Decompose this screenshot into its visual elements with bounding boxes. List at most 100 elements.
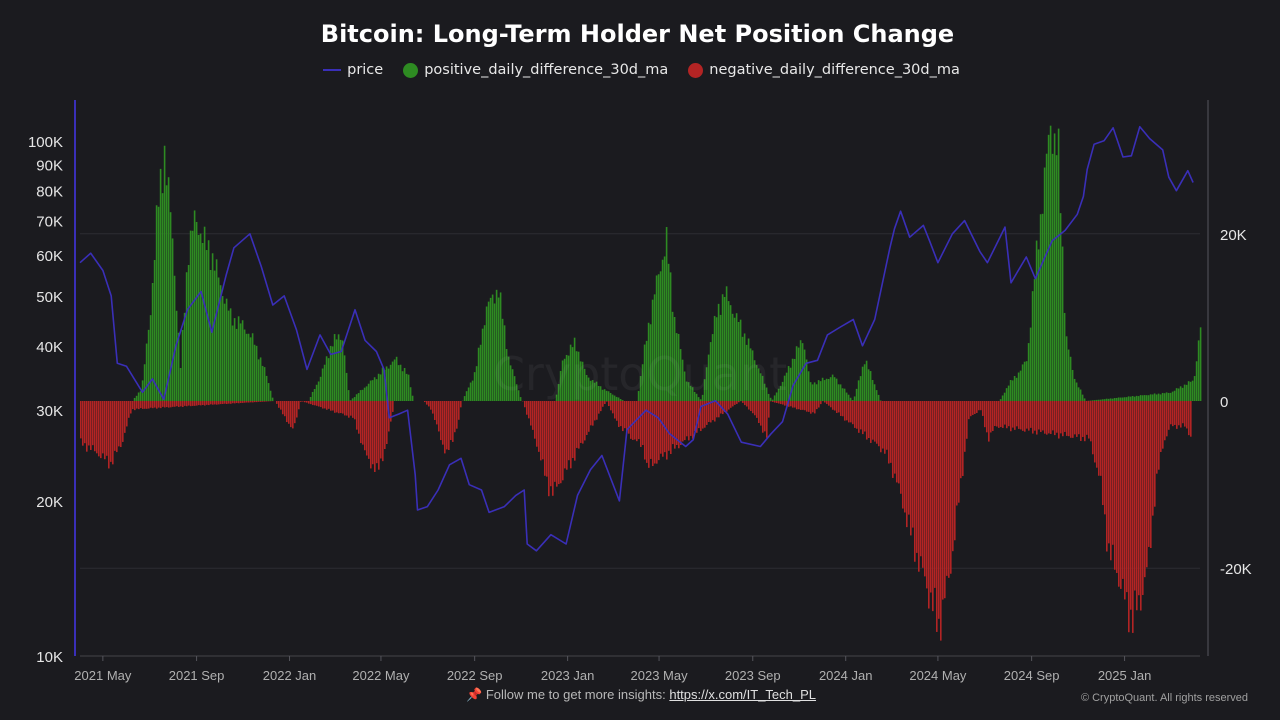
positive-bar (407, 374, 410, 401)
negative-bar (714, 400, 716, 422)
positive-bar (1075, 382, 1078, 401)
negative-bar (216, 400, 218, 405)
positive-bar (819, 381, 822, 401)
positive-bar (517, 390, 520, 401)
positive-bar (801, 343, 804, 401)
negative-bar (1020, 400, 1022, 430)
negative-bar (704, 400, 706, 428)
negative-bar (632, 400, 634, 440)
positive-bar (147, 329, 150, 401)
negative-bar (608, 400, 610, 407)
negative-bar (378, 400, 380, 470)
positive-bar (473, 372, 476, 401)
positive-bar (257, 359, 260, 401)
negative-bar (700, 400, 702, 432)
positive-bar (763, 383, 766, 401)
negative-bar (886, 400, 888, 450)
positive-bar (231, 325, 234, 401)
negative-bar (898, 400, 900, 484)
positive-bar (1031, 291, 1034, 401)
positive-bar (1005, 388, 1008, 401)
positive-bar (1153, 393, 1156, 401)
negative-bar (670, 400, 672, 455)
positive-bar (405, 373, 408, 401)
negative-bar (708, 400, 710, 423)
positive-bar (843, 388, 846, 401)
positive-bar (817, 380, 820, 401)
positive-bar (601, 389, 604, 401)
price-line (79, 125, 1194, 552)
positive-bar (689, 385, 692, 401)
negative-bar (454, 400, 456, 433)
negative-bar (166, 400, 168, 408)
negative-bar (1036, 400, 1038, 435)
negative-bar (1040, 400, 1042, 432)
legend-item-price[interactable]: price (323, 62, 383, 78)
positive-bar (1079, 389, 1082, 401)
positive-bar (389, 364, 392, 401)
negative-bar (554, 400, 556, 482)
positive-bar (1083, 398, 1086, 401)
positive-bar (163, 145, 166, 401)
negative-bar (888, 400, 890, 464)
positive-bar (1035, 240, 1038, 401)
positive-bar (1179, 386, 1182, 401)
negative-bar (140, 400, 142, 409)
positive-bar (479, 344, 482, 401)
negative-bar (370, 400, 372, 469)
negative-bar (804, 400, 806, 411)
positive-bar (1101, 399, 1104, 401)
negative-bar (668, 400, 670, 451)
negative-bar (164, 400, 166, 408)
positive-bar (209, 269, 212, 401)
negative-bar (86, 400, 88, 452)
negative-bar (906, 400, 908, 528)
legend-item-negative[interactable]: negative_daily_difference_30d_ma (688, 62, 960, 78)
negative-bar (544, 400, 546, 476)
positive-bar (569, 344, 572, 401)
negative-bar (372, 400, 374, 465)
negative-bar (712, 400, 714, 421)
positive-bar (617, 397, 620, 401)
negative-bar (176, 400, 178, 407)
x-tick-label: 2024 Sep (1004, 668, 1060, 683)
positive-bar (503, 325, 506, 401)
positive-bar (613, 395, 616, 401)
positive-bar (877, 394, 880, 401)
negative-bar (800, 400, 802, 410)
negative-bar (820, 400, 822, 405)
negative-bar (850, 400, 852, 423)
negative-bar (944, 400, 946, 599)
negative-bar (1092, 400, 1094, 455)
negative-bar (104, 400, 106, 460)
negative-bar (1018, 400, 1020, 429)
negative-bar (796, 400, 798, 410)
negative-bar (534, 400, 536, 439)
negative-bar (290, 400, 292, 428)
positive-bar (1105, 398, 1108, 401)
positive-bar (611, 394, 614, 401)
negative-bar (674, 400, 676, 449)
positive-bar (491, 294, 494, 401)
positive-bar (515, 384, 518, 401)
positive-bar (1003, 392, 1006, 401)
positive-bar (747, 338, 750, 401)
negative-bar (148, 400, 150, 409)
negative-bar (724, 400, 726, 413)
legend-item-positive[interactable]: positive_daily_difference_30d_ma (403, 62, 668, 78)
positive-bar (471, 380, 474, 401)
positive-bar (359, 390, 362, 401)
negative-bar (178, 400, 180, 407)
negative-bar (718, 400, 720, 418)
positive-bar (1009, 379, 1012, 401)
positive-bar (133, 397, 136, 401)
positive-bar (191, 230, 194, 401)
positive-bar (807, 371, 810, 401)
negative-bar (854, 400, 856, 428)
positive-bar (683, 371, 686, 401)
positive-bar (773, 395, 776, 401)
negative-bar (1132, 400, 1134, 633)
positive-bar (1095, 399, 1098, 401)
footer-link[interactable]: https://x.com/IT_Tech_PL (669, 687, 817, 702)
positive-bar (783, 375, 786, 401)
